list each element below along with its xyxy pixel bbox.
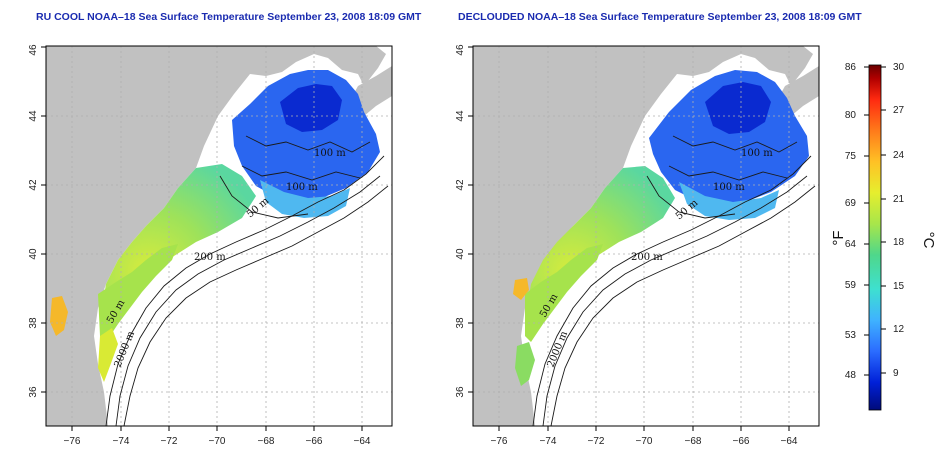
lat-tick-38: 38	[455, 317, 466, 329]
bathymetry-contours	[532, 135, 816, 427]
sst-georges-cool	[679, 182, 779, 220]
lon-tick-76: −76	[64, 436, 81, 447]
c-tick-9: 9	[893, 368, 899, 379]
lon-tick-64: −64	[781, 436, 798, 447]
sst-coldest-core	[705, 82, 771, 134]
contour-label-100m: 100 m	[286, 182, 318, 193]
map-frame	[45, 45, 393, 427]
lat-tick-36: 36	[455, 386, 466, 398]
contour-label-100m: 100 m	[713, 182, 745, 193]
lat-tick-42: 42	[455, 179, 466, 191]
right-map-title: DECLOUDED NOAA–18 Sea Surface Temperatur…	[458, 11, 862, 23]
f-tick-64: 64	[845, 239, 857, 250]
lat-tick-46: 46	[455, 44, 466, 56]
lon-tick-72: −72	[588, 436, 605, 447]
lon-tick-70: −70	[209, 436, 226, 447]
land-area	[473, 46, 813, 426]
f-tick-86: 86	[845, 62, 857, 73]
sst-cold-gulf-of-maine	[232, 70, 380, 202]
c-tick-30: 30	[893, 62, 905, 73]
sst-chesapeake-warm	[50, 296, 68, 336]
lon-tick-74: −74	[540, 436, 557, 447]
left-map-title: RU COOL NOAA–18 Sea Surface Temperature …	[36, 11, 422, 23]
sst-mid-atlantic-shelf	[98, 244, 178, 342]
lat-tick-36: 36	[28, 386, 39, 398]
lon-tick-74: −74	[113, 436, 130, 447]
lon-tick-76: −76	[491, 436, 508, 447]
f-tick-69: 69	[845, 198, 857, 209]
f-tick-48: 48	[845, 370, 857, 381]
c-tick-12: 12	[893, 324, 905, 335]
lat-tick-46: 46	[28, 44, 39, 56]
f-tick-75: 75	[845, 151, 857, 162]
lat-tick-40: 40	[455, 248, 466, 260]
c-tick-21: 21	[893, 194, 905, 205]
lon-tick-64: −64	[354, 436, 371, 447]
f-tick-80: 80	[845, 110, 857, 121]
lat-tick-44: 44	[28, 110, 39, 122]
axis-ticks	[468, 46, 790, 431]
colorbar-ticks	[864, 66, 886, 376]
sst-coldest-core	[280, 84, 342, 132]
sst-mid-atlantic-shelf	[525, 244, 603, 342]
sst-nearshore-green	[515, 342, 535, 386]
right-map-panel: 100 m 100 m 200 m 50 m 50 m 2000 m 36 38…	[455, 44, 820, 447]
lon-tick-66: −66	[733, 436, 750, 447]
celsius-unit-label: °C	[920, 232, 937, 249]
axis-ticks	[41, 46, 363, 431]
sst-nearshore-yellow	[98, 328, 118, 382]
lat-tick-42: 42	[28, 179, 39, 191]
lat-tick-38: 38	[28, 317, 39, 329]
lon-tick-72: −72	[161, 436, 178, 447]
contour-label-100m-upper: 100 m	[314, 148, 346, 159]
left-map-panel: 100 m 100 m 200 m 50 m 50 m 2000 m 36 38…	[28, 44, 393, 447]
lat-tick-40: 40	[28, 248, 39, 260]
lon-tick-68: −68	[685, 436, 702, 447]
map-frame	[472, 45, 820, 427]
contour-label-200m: 200 m	[631, 252, 663, 263]
c-tick-27: 27	[893, 105, 905, 116]
bathymetry-contours	[105, 135, 389, 427]
grid-lines	[473, 46, 819, 426]
c-tick-15: 15	[893, 281, 905, 292]
contour-label-200m: 200 m	[194, 252, 226, 263]
lon-tick-70: −70	[636, 436, 653, 447]
f-tick-53: 53	[845, 330, 857, 341]
contour-label-100m-upper: 100 m	[741, 148, 773, 159]
fahrenheit-unit-label: °F	[830, 230, 847, 245]
lon-tick-66: −66	[306, 436, 323, 447]
lon-tick-68: −68	[258, 436, 275, 447]
land-area	[46, 46, 386, 426]
grid-lines	[46, 46, 392, 426]
lat-tick-44: 44	[455, 110, 466, 122]
temperature-colorbar: 86 80 75 69 64 59 53 48 30 27 24 21 18 1…	[830, 62, 937, 411]
colorbar-ramp	[868, 64, 882, 411]
sst-delaware-bay-warm	[513, 278, 529, 300]
f-tick-59: 59	[845, 280, 857, 291]
sst-georges-cool	[260, 180, 350, 218]
c-tick-18: 18	[893, 237, 905, 248]
c-tick-24: 24	[893, 150, 905, 161]
